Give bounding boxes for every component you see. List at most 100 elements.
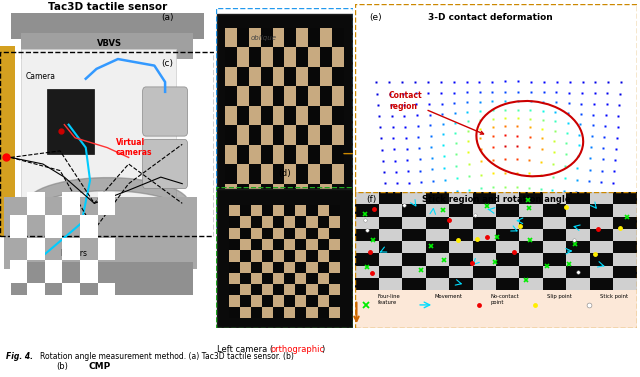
Bar [285,296,296,307]
Bar [426,217,449,229]
Bar [22,33,193,59]
Bar [45,215,62,238]
Bar [543,217,566,229]
Bar [230,205,241,216]
Text: VBVS: VBVS [97,39,122,48]
Bar [249,184,261,203]
Bar [252,296,262,307]
Bar [317,296,328,307]
Text: (e): (e) [369,13,382,22]
Bar [241,205,252,216]
Bar [285,273,296,284]
Text: Fig. 4.: Fig. 4. [6,352,33,362]
Bar [225,164,237,184]
Bar [296,145,308,164]
Bar [296,203,308,222]
Bar [262,216,273,228]
Bar [230,216,241,228]
Bar [308,203,320,222]
Bar [237,184,249,203]
Bar [307,250,317,262]
Bar [285,262,296,273]
Bar [10,305,27,328]
Bar [543,241,566,253]
Bar [332,106,344,125]
Bar [252,205,262,216]
Bar [320,86,332,106]
Bar [566,278,590,290]
Bar [426,229,449,241]
Bar [520,204,543,217]
Bar [355,192,379,204]
Text: Mirrors: Mirrors [60,249,87,258]
Bar [520,278,543,290]
Bar [449,204,472,217]
Bar [328,262,339,273]
Bar [520,217,543,229]
Bar [472,229,496,241]
Bar [328,239,339,250]
Bar [237,67,249,86]
Bar [252,284,262,296]
Bar [230,296,241,307]
Bar [296,216,307,228]
Bar [613,229,637,241]
Bar [566,229,590,241]
Text: Movement: Movement [434,294,462,299]
Bar [262,284,273,296]
Bar [296,205,307,216]
Bar [402,192,426,204]
Bar [273,106,285,125]
Bar [308,145,320,164]
Bar [449,253,472,265]
Bar [307,228,317,239]
Bar [273,203,285,222]
Bar [241,216,252,228]
Bar [273,216,285,228]
Bar [308,67,320,86]
Bar [241,284,252,296]
Bar [543,229,566,241]
Bar [63,192,80,215]
Bar [252,262,262,273]
Bar [426,204,449,217]
Bar [225,67,237,86]
Bar [402,278,426,290]
Bar [10,215,27,238]
Bar [273,307,285,318]
Bar [27,238,45,260]
Bar [355,229,379,241]
Text: No-contact
point: No-contact point [490,294,519,305]
Bar [317,273,328,284]
Bar [273,250,285,262]
Bar [496,217,520,229]
Bar [590,241,613,253]
Bar [426,241,449,253]
Bar [45,260,62,283]
Bar [296,164,308,184]
Bar [590,278,613,290]
Bar [241,262,252,273]
Bar [449,241,472,253]
Bar [613,241,637,253]
FancyBboxPatch shape [143,87,188,136]
Bar [262,262,273,273]
Bar [249,67,261,86]
Bar [296,106,308,125]
Bar [80,260,97,283]
Bar [402,229,426,241]
Bar [273,164,285,184]
Bar [22,49,176,203]
Bar [261,28,273,48]
Bar [296,284,307,296]
Text: Stick point: Stick point [600,294,628,299]
Bar [27,192,45,215]
Bar [613,204,637,217]
Bar [249,86,261,106]
Bar [262,239,273,250]
Text: ): ) [322,345,325,354]
Text: Slip point: Slip point [547,294,572,299]
Bar [317,216,328,228]
Bar [230,250,241,262]
Bar [332,67,344,86]
